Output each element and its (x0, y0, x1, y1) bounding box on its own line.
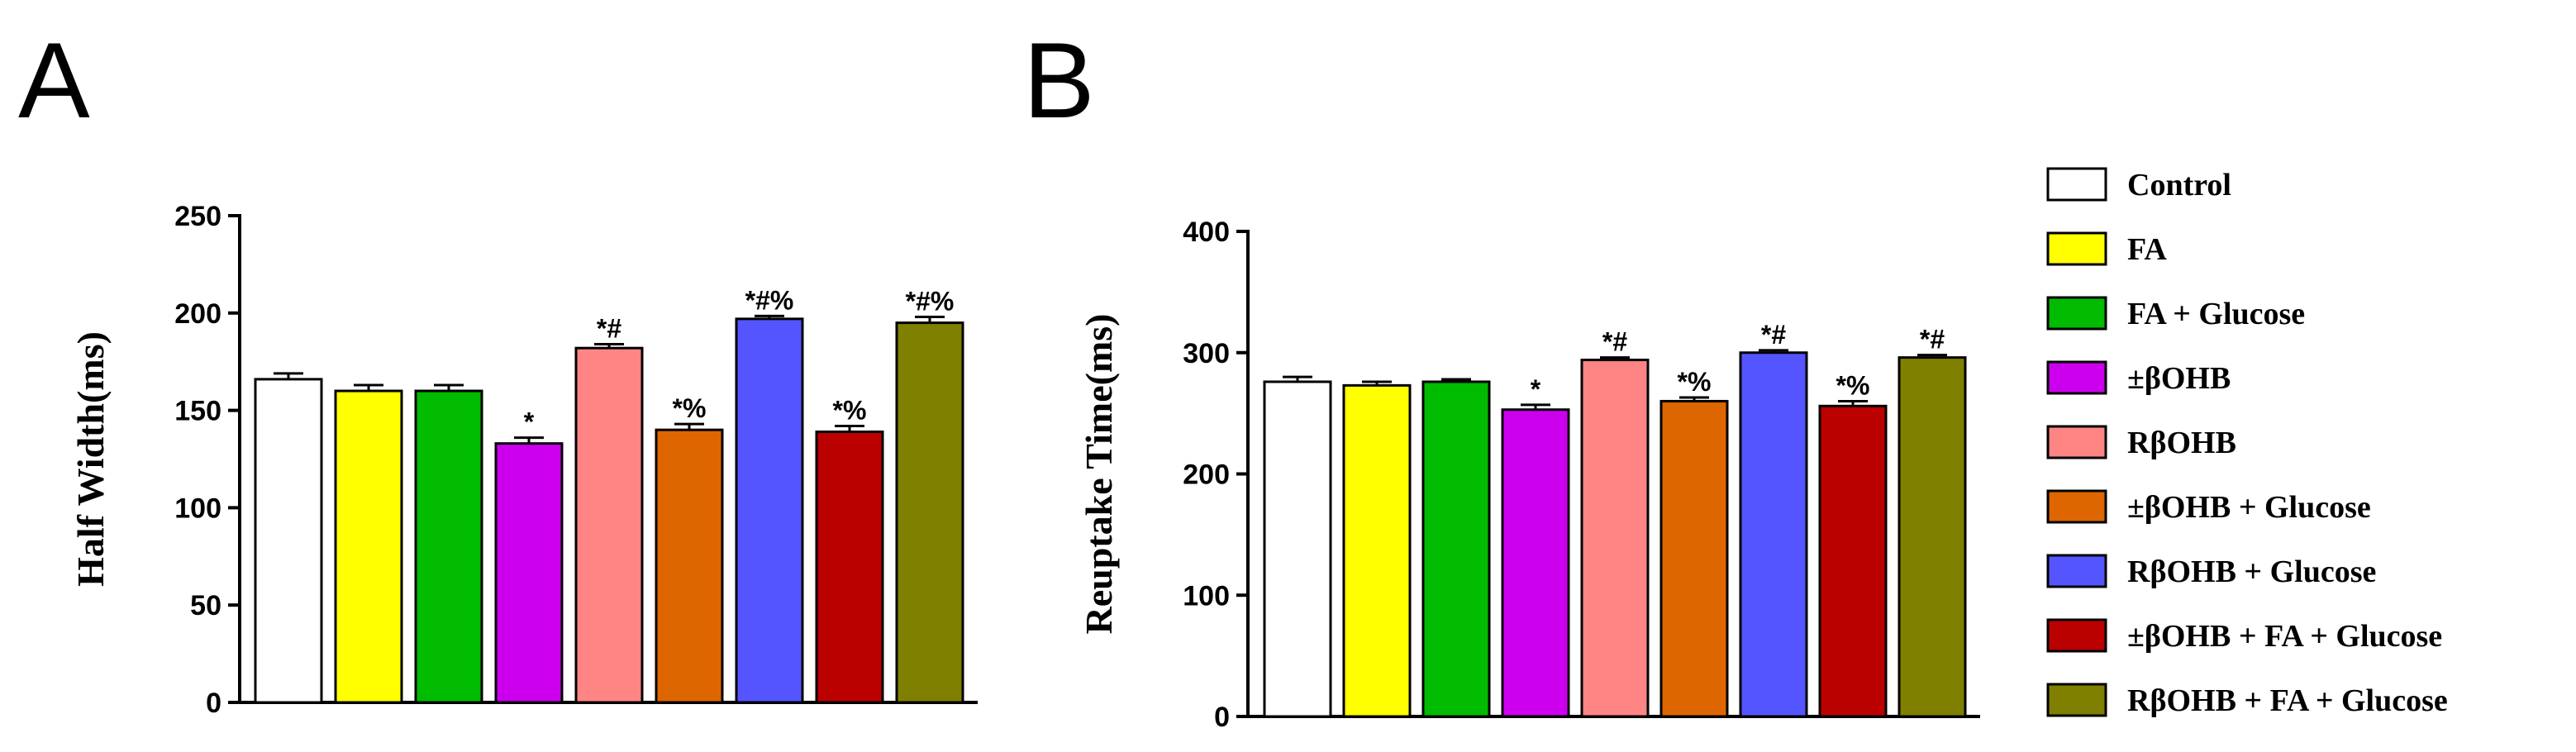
bar (815, 431, 884, 704)
panel-B: B Reuptake Time(ms) 0 100 200 300 400 * *# *% *# *%… (1023, 20, 1980, 733)
significance-label: *% (1678, 367, 1712, 397)
significance-label: *% (833, 395, 867, 425)
legend-swatch (2046, 683, 2107, 717)
bar (1342, 383, 1412, 718)
panel-letter-b: B (1023, 20, 1095, 140)
significance-label: *% (1836, 370, 1870, 400)
bar (494, 442, 564, 704)
significance-label: *# (1761, 320, 1786, 350)
legend-swatch (2046, 554, 2107, 588)
legend-label: FA + Glucose (2127, 297, 2305, 331)
significance-label: *# (1920, 325, 1945, 355)
y-tick-label: 200 (1183, 459, 1230, 491)
legend-label: RβOHB (2127, 426, 2236, 460)
legend-swatch (2046, 231, 2107, 266)
y-axis-title: Half Width(ms) (69, 331, 112, 587)
y-tick-label: 150 (174, 396, 221, 427)
panel-letter-a: A (18, 20, 90, 140)
legend-swatch (2046, 425, 2107, 459)
bar (1659, 399, 1729, 718)
legend-label: ±βOHB + Glucose (2127, 490, 2371, 525)
significance-label: *#% (906, 287, 955, 317)
y-tick-label: 100 (1183, 580, 1230, 612)
bar (1421, 380, 1491, 718)
bar (655, 428, 724, 704)
significance-label: *#% (745, 285, 794, 315)
significance-label: *% (673, 393, 707, 423)
legend: Control FA FA + Glucose ±βOHB RβOHB ±βOHB + G… (2046, 167, 2448, 718)
bar (1580, 359, 1650, 718)
bar (895, 321, 964, 704)
y-tick-label: 300 (1183, 338, 1230, 369)
panel-A: A Half Width(ms) 0 50 100 150 200 250 * *# *% *#% *%… (18, 20, 978, 719)
y-axis-title: Reuptake Time(ms) (1078, 313, 1120, 634)
y-tick-label: 250 (174, 201, 221, 232)
significance-label: * (1531, 374, 1541, 404)
y-tick-label: 0 (206, 688, 221, 719)
significance-label: * (524, 407, 535, 437)
significance-label: *# (597, 313, 621, 343)
legend-label: ±βOHB (2127, 361, 2231, 396)
bar (1818, 404, 1888, 718)
bar (1739, 351, 1808, 718)
bar (574, 346, 644, 704)
y-tick-label: 0 (1214, 702, 1230, 733)
legend-swatch (2046, 489, 2107, 524)
legend-label: Control (2127, 168, 2231, 202)
y-tick-label: 100 (174, 493, 221, 524)
bar (1897, 356, 1967, 718)
legend-label: ±βOHB + FA + Glucose (2127, 619, 2442, 654)
legend-label: FA (2127, 232, 2167, 267)
bar (254, 378, 323, 704)
bar (414, 389, 483, 704)
bar (334, 389, 403, 704)
legend-label: RβOHB + Glucose (2127, 554, 2376, 589)
significance-label: *# (1602, 327, 1627, 357)
y-tick-label: 400 (1183, 217, 1230, 248)
legend-swatch (2046, 618, 2107, 653)
y-tick-label: 200 (174, 298, 221, 330)
bar (1501, 408, 1570, 718)
y-tick-label: 50 (190, 590, 221, 621)
legend-swatch (2046, 296, 2107, 331)
bar (1263, 380, 1332, 718)
legend-swatch (2046, 360, 2107, 395)
legend-swatch (2046, 167, 2107, 202)
bar (735, 317, 804, 704)
legend-label: RβOHB + FA + Glucose (2127, 683, 2448, 718)
